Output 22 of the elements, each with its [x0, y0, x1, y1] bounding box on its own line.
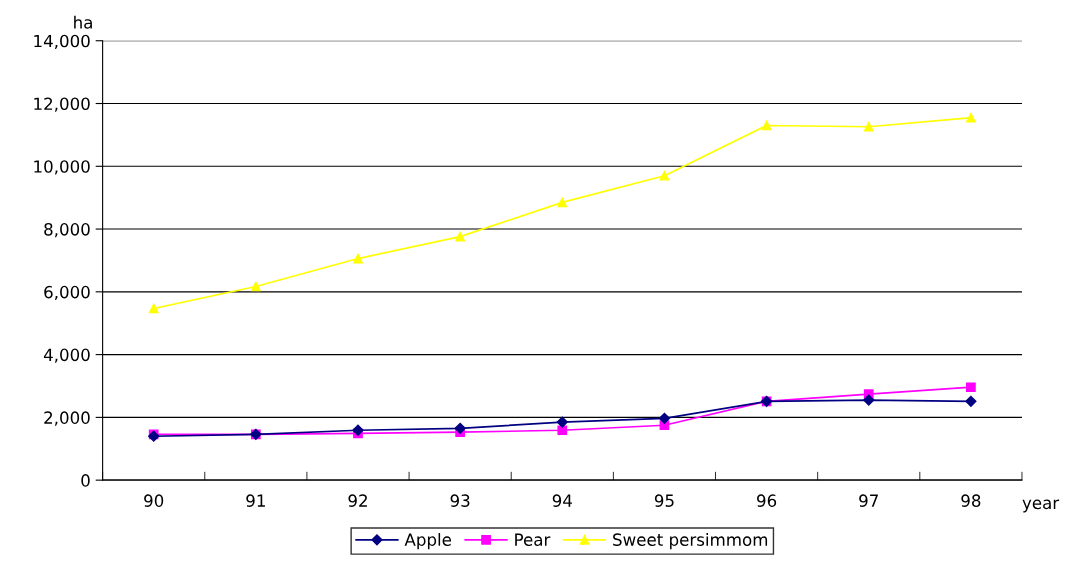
x-axis-title: year — [1022, 499, 1060, 513]
x-tick-label: 97 — [859, 494, 878, 507]
y-tick-label: 12,000 — [34, 97, 90, 112]
x-tick-label: 94 — [552, 494, 572, 507]
x-tick-label: 90 — [144, 494, 164, 507]
y-tick-label: 0 — [81, 474, 90, 487]
x-tick-label: 92 — [348, 494, 367, 507]
y-axis-title: ha — [74, 15, 92, 29]
x-tick-label: 95 — [654, 494, 674, 507]
y-tick-label: 8,000 — [44, 223, 90, 238]
y-tick-label: 4,000 — [43, 348, 90, 363]
x-tick-label: 93 — [450, 494, 470, 507]
y-tick-label: 6,000 — [44, 285, 90, 301]
y-tick-label: 14,000 — [34, 34, 90, 50]
x-tick-label: 98 — [961, 494, 981, 507]
legend-label: Apple — [404, 533, 452, 550]
x-tick-label: 91 — [246, 494, 265, 507]
y-tick-label: 10,000 — [34, 160, 90, 175]
x-tick-label: 96 — [757, 494, 777, 507]
legend-label: Sweet persimmom — [613, 533, 768, 550]
legend-label: Pear — [515, 533, 551, 546]
y-tick-label: 2,000 — [44, 411, 90, 426]
